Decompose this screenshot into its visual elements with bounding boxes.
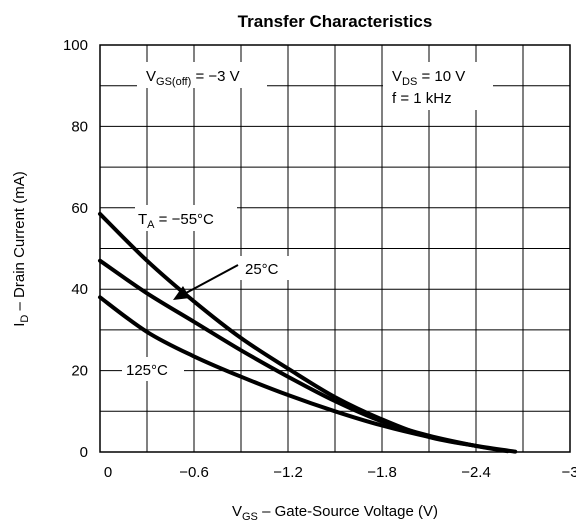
chart-title: Transfer Characteristics [238,12,433,31]
x-tick-label: 0 [104,464,112,481]
y-tick-labels: 0 20 40 60 80 100 [63,37,88,461]
x-tick-label: −0.6 [179,464,209,481]
frequency-annotation: f = 1 kHz [392,90,452,107]
y-tick-label: 40 [71,281,88,298]
x-axis-label: VGS – Gate-Source Voltage (V) [232,503,438,523]
x-tick-label: −3 [561,464,576,481]
y-tick-label: 80 [71,118,88,135]
x-tick-label: −2.4 [461,464,491,481]
series-label-25c: 25°C [245,261,279,278]
x-tick-label: −1.8 [367,464,397,481]
y-tick-label: 20 [71,363,88,380]
series-label-125c: 125°C [126,362,168,379]
y-tick-label: 60 [71,200,88,217]
grid-lines [100,45,570,452]
x-tick-label: −1.2 [273,464,303,481]
x-tick-labels: 0 −0.6 −1.2 −1.8 −2.4 −3 [104,464,576,481]
y-axis-label: ID – Drain Current (mA) [11,171,31,327]
series-lines [100,214,515,452]
y-tick-label: 0 [80,444,88,461]
y-tick-label: 100 [63,37,88,54]
